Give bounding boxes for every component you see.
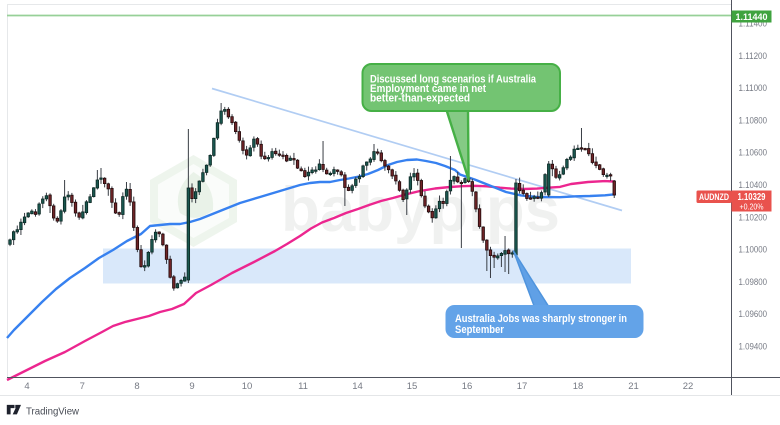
svg-text:1.09400: 1.09400 [739,342,768,353]
svg-text:1.09600: 1.09600 [739,309,768,320]
svg-text:11: 11 [298,381,308,392]
svg-text:+0.20%: +0.20% [740,201,764,211]
svg-text:1.11400: 1.11400 [739,19,768,30]
svg-text:4: 4 [24,381,29,392]
svg-text:1.10329: 1.10329 [738,192,766,203]
svg-text:1.11440: 1.11440 [736,12,768,23]
svg-text:1.09800: 1.09800 [739,277,768,288]
svg-text:1.10400: 1.10400 [739,180,768,191]
svg-text:21: 21 [628,381,639,392]
svg-text:better-than-expected: better-than-expected [370,93,470,105]
svg-text:1.10800: 1.10800 [739,115,768,126]
svg-text:1.10000: 1.10000 [739,245,768,256]
svg-text:September: September [455,324,505,336]
svg-text:8: 8 [134,381,139,392]
svg-text:7: 7 [80,381,85,392]
svg-text:22: 22 [683,381,694,392]
svg-text:17: 17 [517,381,528,392]
svg-text:9: 9 [189,381,194,392]
svg-text:16: 16 [462,381,473,392]
svg-text:AUDNZD: AUDNZD [699,192,729,202]
svg-text:Discussed long scenarios if Au: Discussed long scenarios if Australia [370,74,537,86]
svg-text:10: 10 [242,381,253,392]
svg-text:1.10200: 1.10200 [739,212,768,223]
svg-text:Australia Jobs was sharply str: Australia Jobs was sharply stronger in [455,313,627,325]
svg-text:1.11000: 1.11000 [739,83,768,94]
svg-text:TradingView: TradingView [26,406,79,418]
svg-text:1.10600: 1.10600 [739,148,768,159]
svg-text:15: 15 [407,381,418,392]
svg-text:18: 18 [573,381,584,392]
svg-text:14: 14 [352,381,363,392]
svg-text:Employment came in net: Employment came in net [370,83,486,95]
svg-text:1.11200: 1.11200 [739,51,768,62]
